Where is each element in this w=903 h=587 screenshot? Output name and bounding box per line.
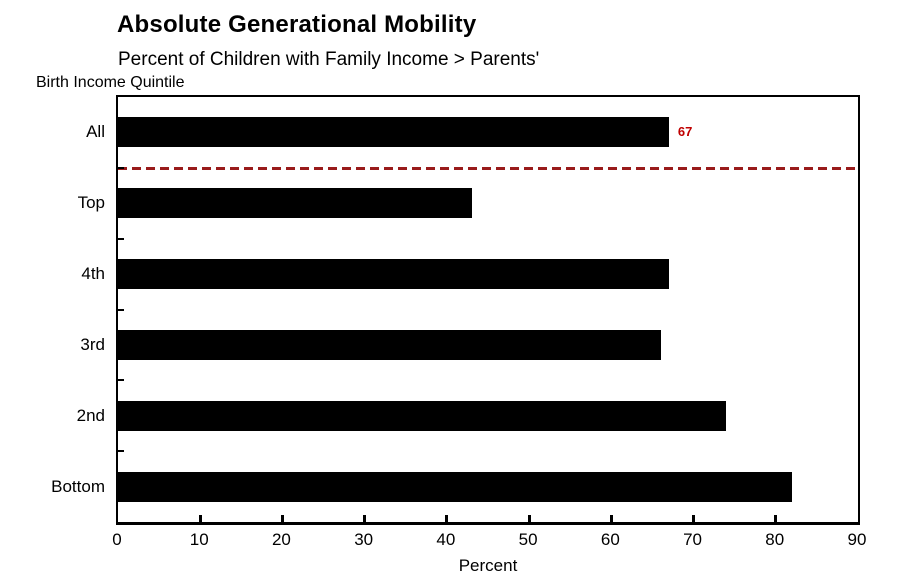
x-axis-tick xyxy=(198,515,202,522)
y-axis-title: Birth Income Quintile xyxy=(36,74,185,91)
x-tick-label: 70 xyxy=(683,530,702,549)
chart-title: Absolute Generational Mobility xyxy=(117,11,477,38)
x-axis-tick xyxy=(692,515,696,522)
bar-2nd xyxy=(118,400,727,431)
x-tick-label: 10 xyxy=(189,530,209,549)
x-axis-title: Percent xyxy=(458,556,518,575)
x-tick-label: 30 xyxy=(354,530,374,549)
bar-4th xyxy=(118,259,669,290)
value-annotation: 67 xyxy=(677,124,693,140)
x-tick-label: 0 xyxy=(112,530,122,549)
bar-top xyxy=(118,188,472,219)
x-tick-label: 80 xyxy=(765,530,785,549)
bar-all xyxy=(118,117,669,148)
bar-3rd xyxy=(118,329,661,360)
category-label: Bottom xyxy=(51,476,105,496)
x-tick-label: 50 xyxy=(518,530,538,549)
category-label: All xyxy=(86,122,105,142)
chart-subtitle: Percent of Children with Family Income >… xyxy=(118,49,540,70)
x-axis-tick xyxy=(280,515,284,522)
x-tick-label: 40 xyxy=(436,530,456,549)
x-axis-tick xyxy=(527,515,531,522)
category-label: 3rd xyxy=(80,334,105,354)
x-axis-tick xyxy=(363,515,367,522)
category-label: 4th xyxy=(81,264,105,284)
x-tick-label: 60 xyxy=(600,530,620,549)
plot-area: 67 xyxy=(116,95,860,525)
y-axis-tick xyxy=(118,450,124,453)
x-tick-label: 20 xyxy=(271,530,291,549)
x-tick-label: 90 xyxy=(847,530,867,549)
y-axis-tick xyxy=(118,308,124,311)
bar-bottom xyxy=(118,471,793,502)
category-label: 2nd xyxy=(76,405,105,425)
category-label: Top xyxy=(77,193,105,213)
reference-line xyxy=(118,166,858,170)
category-axis: All Top 4th 3rd 2nd Bottom xyxy=(0,0,105,587)
x-axis-tick xyxy=(774,515,778,522)
y-axis-tick xyxy=(118,166,124,169)
y-axis-tick xyxy=(118,237,124,240)
x-axis-tick xyxy=(609,515,613,522)
y-axis-tick xyxy=(118,379,124,382)
x-axis-tick xyxy=(445,515,449,522)
